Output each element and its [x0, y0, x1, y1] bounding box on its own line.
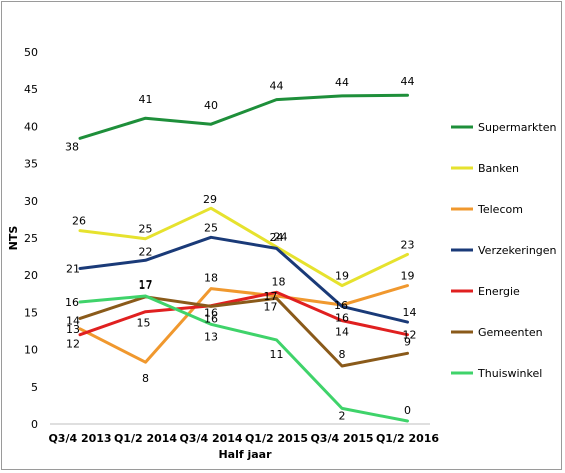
- y-tick-label: 0: [31, 418, 38, 431]
- data-label-supermarkten: 44: [335, 76, 349, 89]
- legend-label-banken: Banken: [478, 162, 519, 175]
- data-label-banken: 29: [203, 193, 217, 206]
- data-label-energie: 15: [137, 317, 151, 330]
- data-label-verzekeringen: 21: [66, 263, 80, 276]
- data-label-thuiswinkel: 16: [65, 296, 79, 309]
- data-label-banken: 19: [335, 270, 349, 283]
- data-label-gemeenten: 14: [66, 314, 80, 327]
- data-label-gemeenten: 17: [264, 300, 278, 313]
- y-axis-title: NTS: [7, 226, 20, 251]
- legend-label-energie: Energie: [478, 285, 520, 298]
- data-label-thuiswinkel: 13: [204, 330, 218, 343]
- data-label-gemeenten: 16: [204, 312, 218, 325]
- y-tick-label: 25: [24, 232, 38, 245]
- data-label-supermarkten: 40: [204, 99, 218, 112]
- data-label-telecom: 16: [334, 299, 348, 312]
- data-label-supermarkten: 41: [139, 93, 153, 106]
- data-label-thuiswinkel: 0: [404, 404, 411, 417]
- legend-label-gemeenten: Gemeenten: [478, 326, 543, 339]
- data-label-banken: 23: [401, 238, 415, 251]
- y-tick-label: 20: [24, 269, 38, 282]
- legend-label-telecom: Telecom: [477, 203, 523, 216]
- data-label-supermarkten: 38: [65, 140, 79, 153]
- x-tick-label: Q1/2 2014: [114, 432, 177, 445]
- legend-label-verzekeringen: Verzekeringen: [478, 244, 557, 257]
- data-label-gemeenten: 17: [139, 279, 153, 292]
- data-label-energie: 18: [272, 275, 286, 288]
- series-lines: [78, 93, 409, 423]
- data-label-verzekeringen: 25: [204, 221, 218, 234]
- data-label-thuiswinkel: 2: [339, 409, 346, 422]
- data-label-banken: 24: [270, 231, 284, 244]
- data-label-supermarkten: 44: [401, 75, 415, 88]
- data-label-telecom: 19: [401, 270, 415, 283]
- data-label-banken: 26: [72, 215, 86, 228]
- data-label-telecom: 13: [66, 323, 80, 336]
- data-label-gemeenten: 9: [404, 335, 411, 348]
- y-tick-label: 35: [24, 158, 38, 171]
- data-label-telecom: 18: [204, 272, 218, 285]
- y-tick-label: 10: [24, 344, 38, 357]
- data-label-verzekeringen: 24: [274, 230, 288, 243]
- series-line-gemeenten: [78, 295, 409, 368]
- y-tick-label: 30: [24, 195, 38, 208]
- data-label-banken: 25: [139, 223, 153, 236]
- x-tick-label: Q3/4 2013: [48, 432, 111, 445]
- y-tick-label: 5: [31, 381, 38, 394]
- data-label-energie: 16: [204, 307, 218, 320]
- data-label-thuiswinkel: 17: [139, 278, 153, 291]
- data-label-telecom: 8: [142, 372, 149, 385]
- x-tick-label: Q1/2 2016: [376, 432, 439, 445]
- series-line-thuiswinkel: [78, 294, 409, 423]
- series-line-supermarkten: [78, 93, 409, 140]
- x-tick-label: Q1/2 2015: [245, 432, 308, 445]
- x-tick-label: Q3/4 2014: [179, 432, 242, 445]
- data-label-verzekeringen: 16: [335, 311, 349, 324]
- data-label-energie: 14: [335, 326, 349, 339]
- data-label-thuiswinkel: 11: [270, 348, 284, 361]
- series-line-energie: [78, 290, 409, 337]
- data-label-verzekeringen: 14: [403, 306, 417, 319]
- series-line-verzekeringen: [78, 235, 409, 324]
- data-label-supermarkten: 44: [270, 80, 284, 93]
- y-tick-label: 45: [24, 83, 38, 96]
- x-tick-label: Q3/4 2015: [310, 432, 373, 445]
- data-label-energie: 12: [66, 338, 80, 351]
- data-label-telecom: 17: [264, 290, 278, 303]
- y-tick-label: 40: [24, 120, 38, 133]
- x-axis-title: Half jaar: [218, 448, 272, 461]
- y-tick-label: 50: [24, 46, 38, 59]
- y-tick-label: 15: [24, 306, 38, 319]
- legend-label-supermarkten: Supermarkten: [478, 121, 556, 134]
- data-label-gemeenten: 8: [339, 348, 346, 361]
- series-line-banken: [78, 206, 409, 288]
- data-label-energie: 12: [403, 329, 417, 342]
- legend: Supermarkten Banken Telecom Verzekeringen En…: [451, 121, 557, 380]
- data-label-verzekeringen: 22: [139, 245, 153, 258]
- legend-label-thuiswinkel: Thuiswinkel: [477, 367, 542, 380]
- series-line-telecom: [78, 284, 409, 364]
